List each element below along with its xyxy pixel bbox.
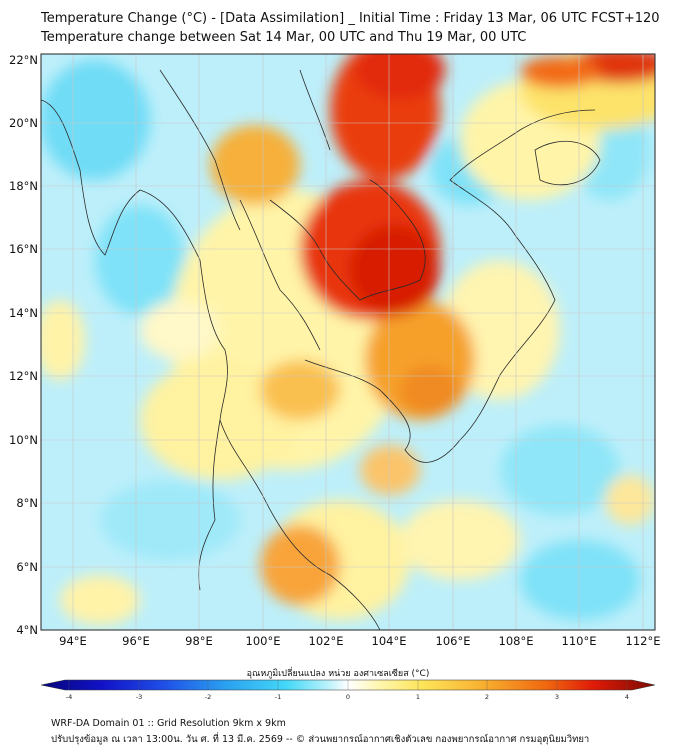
colorbar-title: อุณหภูมิเปลี่ยนแปลง หน่วย องศาเซลเซียส (… [246,669,430,679]
colorbar-tick: -4 [66,693,72,701]
lat-label: 14°N [9,306,38,320]
lat-label: 10°N [9,433,38,447]
lat-label: 20°N [9,116,38,130]
update-credit: ปรับปรุงข้อมูล ณ เวลา 13:00น. วัน ศ. ที่… [51,734,590,745]
lon-label: 96°E [122,634,150,648]
model-info: WRF-DA Domain 01 :: Grid Resolution 9km … [51,718,286,729]
lat-label: 16°N [9,242,38,256]
coastlines [41,69,601,630]
colorbar-tick: -3 [136,693,142,701]
lat-label: 6°N [16,560,38,574]
colorbar-tick: 1 [416,693,420,701]
colorbar-tick: 3 [555,693,559,701]
lon-label: 98°E [185,634,213,648]
map-title: Temperature Change (°C) - [Data Assimila… [41,11,660,26]
lat-label: 18°N [9,179,38,193]
lon-label: 106°E [436,634,471,648]
lon-label: 104°E [372,634,407,648]
lon-label: 110°E [562,634,597,648]
lon-label: 112°E [626,634,661,648]
colorbar-tick: 4 [625,693,629,701]
colorbar-tick: 2 [485,693,489,701]
lat-label: 12°N [9,369,38,383]
map-subtitle: Temperature change between Sat 14 Mar, 0… [41,30,527,45]
lon-label: 108°E [499,634,534,648]
colorbar-tick: -2 [205,693,211,701]
graticule [41,54,655,630]
colorbar-tick: -1 [275,693,281,701]
lat-label: 4°N [16,623,38,637]
lat-label: 8°N [16,496,38,510]
lat-label: 22°N [9,53,38,67]
lon-label: 102°E [309,634,344,648]
lon-label: 94°E [59,634,87,648]
lon-label: 100°E [246,634,281,648]
colorbar: -4 -3 -2 -1 0 1 2 3 4 [40,679,656,701]
map-frame [40,53,656,631]
temperature-field [41,54,655,630]
colorbar-tick: 0 [346,693,350,701]
